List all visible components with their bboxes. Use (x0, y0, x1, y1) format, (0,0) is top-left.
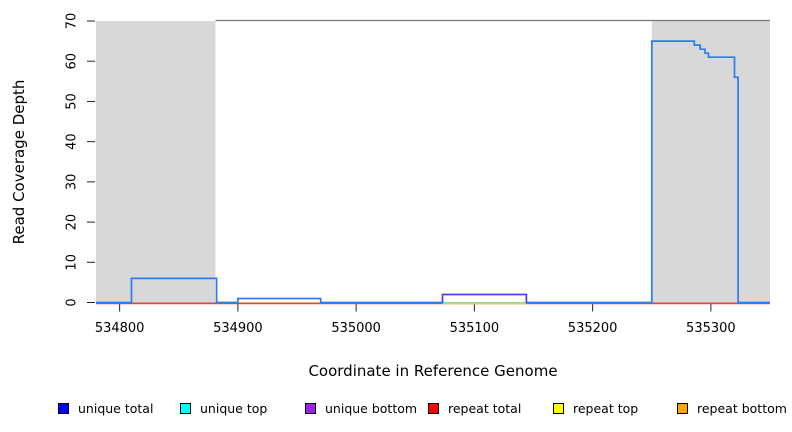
repeat-region-right (651, 21, 770, 303)
x-tick-label: 535100 (450, 321, 500, 336)
x-tick-label: 534900 (213, 321, 263, 336)
series-unique-total (96, 40, 770, 304)
y-tick-label: 30 (65, 174, 80, 191)
y-tick-label: 70 (65, 13, 80, 30)
x-tick-label: 535200 (568, 321, 618, 336)
y-tick-label: 40 (65, 133, 80, 150)
x-tick-label: 535300 (686, 321, 736, 336)
y-tick-label: 10 (65, 254, 80, 271)
y-tick-label: 0 (65, 298, 80, 306)
series-unique-bottom (441, 293, 528, 303)
y-tick-label: 20 (65, 214, 80, 231)
y-tick-label: 50 (65, 93, 80, 110)
y-axis-title: Read Coverage Depth (10, 79, 28, 245)
x-tick-label: 535000 (331, 321, 381, 336)
y-tick-label: 60 (65, 53, 80, 70)
repeat-region-left (96, 21, 216, 303)
x-axis-title: Coordinate in Reference Genome (308, 362, 558, 380)
x-tick-label: 534800 (95, 321, 145, 336)
